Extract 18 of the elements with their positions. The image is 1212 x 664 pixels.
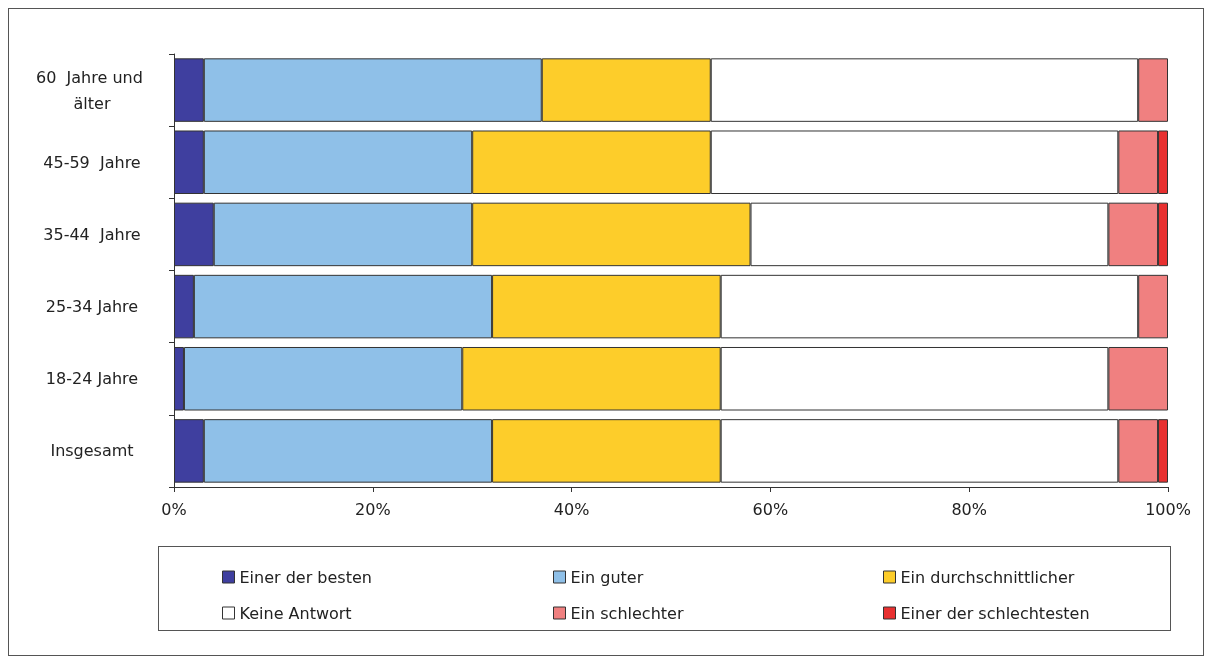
y-tick-label: 60 Jahre und älter xyxy=(36,67,148,113)
legend-label: Einer der besten xyxy=(239,567,372,587)
y-tick-label: 45-59 Jahre xyxy=(43,152,141,172)
legend-label: Ein durchschnittlicher xyxy=(900,567,1075,587)
legend-label: Ein schlechter xyxy=(570,603,684,623)
y-tick-label: 25-34 Jahre xyxy=(45,297,139,317)
y-tick-label: 35-44 Jahre xyxy=(43,224,141,244)
x-tick-label: 20% xyxy=(355,499,391,519)
legend-label: Keine Antwort xyxy=(239,603,352,623)
x-tick-label: 60% xyxy=(752,499,789,519)
x-tick-label: 0% xyxy=(161,499,187,519)
legend-label: Einer der schlechtesten xyxy=(900,603,1090,623)
legend-label: Ein guter xyxy=(570,567,644,587)
y-tick-label: 18-24 Jahre xyxy=(45,369,139,389)
x-tick-label: 80% xyxy=(951,499,987,519)
y-tick-label: Insgesamt xyxy=(50,441,134,461)
x-tick-label: 100% xyxy=(1145,499,1191,519)
x-tick-label: 40% xyxy=(553,499,590,519)
